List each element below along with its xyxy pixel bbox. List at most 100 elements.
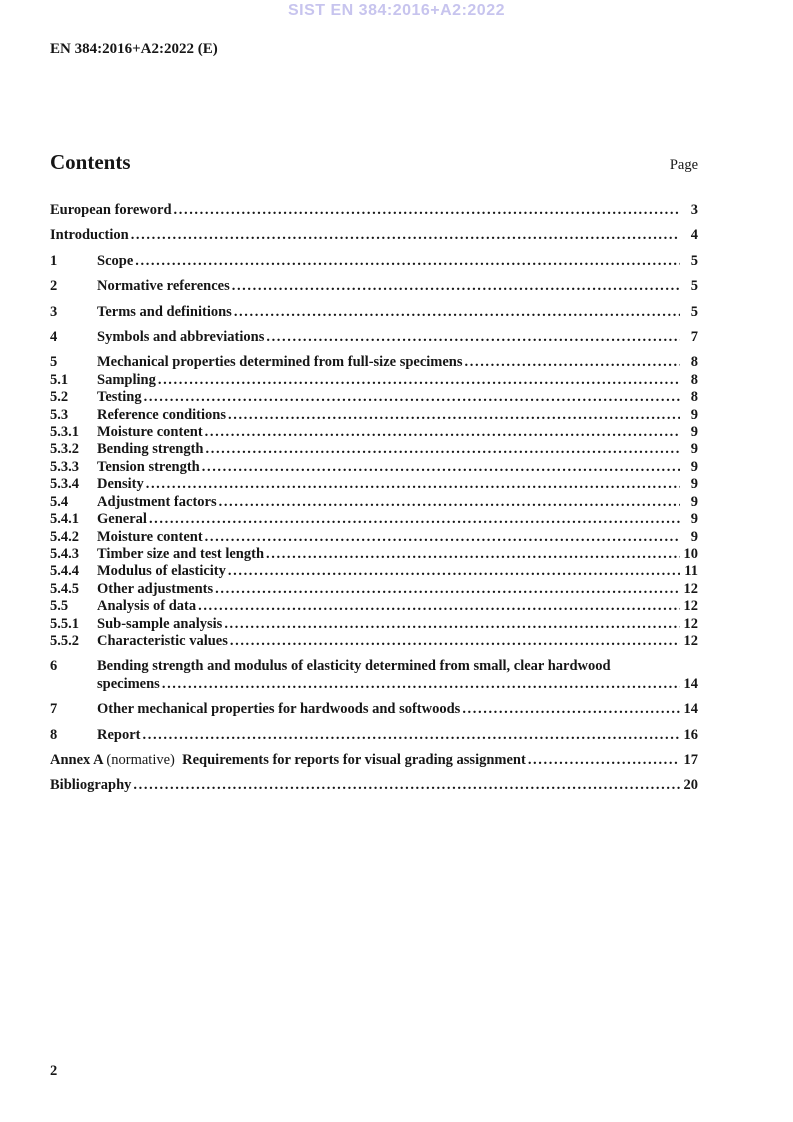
- toc-entry-number: 2: [50, 278, 58, 295]
- toc-entry-page: 12: [683, 632, 699, 649]
- toc-entry-title: Sub-sample analysis: [97, 615, 223, 632]
- dot-leader: ........................................…: [142, 726, 681, 743]
- toc-entry: 5.2 Testing..............................…: [50, 389, 698, 406]
- toc-entry-title: Bibliography: [50, 777, 132, 794]
- toc-entry-page: 9: [690, 458, 698, 475]
- dot-leader: ........................................…: [173, 202, 680, 218]
- toc-entry: 2 Normative references...................…: [50, 278, 698, 295]
- dot-leader: ........................................…: [130, 227, 680, 244]
- toc-entry: 7 Other mechanical properties for hardwoo…: [50, 701, 698, 718]
- toc-entry-title: European foreword: [50, 202, 172, 218]
- toc-entry-title: Testing: [97, 389, 142, 406]
- dot-leader: ........................................…: [462, 701, 680, 718]
- dot-leader: ........................................…: [198, 598, 680, 615]
- toc-entry-page: 12: [683, 598, 699, 615]
- toc-entry: 5.4 Adjustment factors...................…: [50, 494, 698, 511]
- toc-entry-page: 4: [690, 227, 698, 244]
- contents-heading: Contents: [50, 150, 131, 174]
- toc-entry-page: 10: [683, 545, 699, 562]
- toc-entry-title: Annex A (normative) Requirements for rep…: [50, 752, 526, 769]
- toc-entry: 1 Scope..................................…: [50, 253, 698, 270]
- dot-leader: ........................................…: [204, 528, 680, 545]
- dot-leader: ........................................…: [205, 441, 681, 458]
- dot-leader: ........................................…: [135, 252, 680, 269]
- toc-entry-page: 9: [690, 424, 698, 441]
- toc-entry-number: 5.1: [50, 371, 69, 388]
- toc-entry: 3 Terms and definitions..................…: [50, 304, 698, 321]
- dot-leader: ........................................…: [233, 303, 680, 320]
- toc-entry-number: 5.4.3: [50, 545, 79, 562]
- toc-entry: 5.4.1 General............................…: [50, 511, 698, 528]
- dot-leader: ........................................…: [157, 371, 680, 388]
- toc-entry-number: 5.5.2: [50, 632, 79, 649]
- dot-leader: ........................................…: [148, 511, 680, 528]
- toc-entry-title: Timber size and test length: [97, 545, 265, 562]
- toc-entry-number: 5.3.2: [50, 441, 79, 458]
- dot-leader: ........................................…: [224, 615, 680, 632]
- toc-entry-page: 8: [690, 371, 698, 388]
- toc-entry: 5.3.3 Tension strength...................…: [50, 459, 698, 476]
- toc-entry: 5.5.1 Sub-sample analysis................…: [50, 616, 698, 633]
- toc-entry: European foreword.......................…: [50, 202, 698, 219]
- dot-leader: ........................................…: [228, 406, 680, 423]
- toc-entry-title: Mechanical properties determined from fu…: [97, 354, 463, 371]
- toc-entry-title: Moisture content: [97, 528, 203, 545]
- toc-entry: 5.5.2 Characteristic values..............…: [50, 633, 698, 650]
- toc-entry-number: 5.5.1: [50, 615, 79, 632]
- dot-leader: ........................................…: [201, 458, 680, 475]
- toc-entry-number: 1: [50, 252, 58, 269]
- toc-entry-page: 14: [683, 675, 699, 692]
- toc-entry: 5 Mechanical properties determined from f…: [50, 354, 698, 371]
- toc-entry-title: Bending strength and modulus of elastici…: [97, 658, 611, 675]
- toc-list: European foreword.......................…: [50, 194, 698, 795]
- toc-entry-number: 5: [50, 354, 58, 371]
- toc-entry-page: 8: [690, 389, 698, 406]
- dot-leader: ........................................…: [266, 545, 680, 562]
- toc-entry-number: 5.3.4: [50, 476, 79, 493]
- toc-entry: Annex A (normative) Requirements for rep…: [50, 752, 698, 769]
- toc-entry-page: 7: [690, 329, 698, 346]
- toc-entry-title: Report: [97, 726, 141, 743]
- dot-leader: ........................................…: [204, 424, 680, 441]
- toc-entry-number: 5.4.4: [50, 563, 79, 580]
- toc-annex-qualifier: (normative): [106, 751, 183, 768]
- toc-entry: 5.3.2 Bending strength...................…: [50, 441, 698, 458]
- toc-annex-label: Annex A: [50, 751, 107, 768]
- toc-entry: 4 Symbols and abbreviations..............…: [50, 329, 698, 346]
- toc-entry-page: 3: [690, 202, 698, 218]
- toc-entry: 5.3 Reference conditions.................…: [50, 407, 698, 424]
- toc-entry-page: 9: [690, 511, 698, 528]
- toc-entry-title: Sampling: [97, 371, 156, 388]
- toc-entry-number: 6: [50, 658, 58, 675]
- toc-entry: Introduction............................…: [50, 227, 698, 244]
- toc-entry: Bibliography............................…: [50, 777, 698, 794]
- document-reference: EN 384:2016+A2:2022 (E): [50, 41, 218, 57]
- toc-entry-page: 9: [690, 406, 698, 423]
- toc-entry-number: 5.4.5: [50, 580, 79, 597]
- dot-leader: ........................................…: [218, 493, 680, 510]
- toc-entry-title: Symbols and abbreviations: [97, 329, 265, 346]
- toc-entry-title: Tension strength: [97, 458, 200, 475]
- toc-entry-title: Introduction: [50, 227, 129, 244]
- dot-leader: ........................................…: [145, 476, 680, 493]
- toc-entry-page: 9: [690, 476, 698, 493]
- toc-entry: 5.5 Analysis of data.....................…: [50, 598, 698, 615]
- toc-entry: 5.3.4 Density............................…: [50, 476, 698, 493]
- toc-entry-number: 5.2: [50, 389, 69, 406]
- toc-entry-title: Scope: [97, 252, 134, 269]
- dot-leader: ........................................…: [143, 389, 680, 406]
- toc-entry-page: 12: [683, 615, 699, 632]
- toc-entry-number: 8: [50, 726, 58, 743]
- toc-entry-page: 9: [690, 493, 698, 510]
- toc-entry-title: Other mechanical properties for hardwood…: [97, 701, 461, 718]
- dot-leader: ........................................…: [215, 580, 680, 597]
- toc-entry-title: Bending strength: [97, 441, 204, 458]
- toc-entry-number: 5.3.1: [50, 424, 79, 441]
- toc-entry-number: 5.3: [50, 406, 69, 423]
- toc-entry-page: 5: [690, 252, 698, 269]
- contents-header: Contents Page: [50, 150, 698, 175]
- toc-entry: 6 Bending strength and modulus of elastic…: [50, 658, 698, 675]
- toc-entry-page: 9: [690, 441, 698, 458]
- toc-entry-number: 5.4.1: [50, 511, 79, 528]
